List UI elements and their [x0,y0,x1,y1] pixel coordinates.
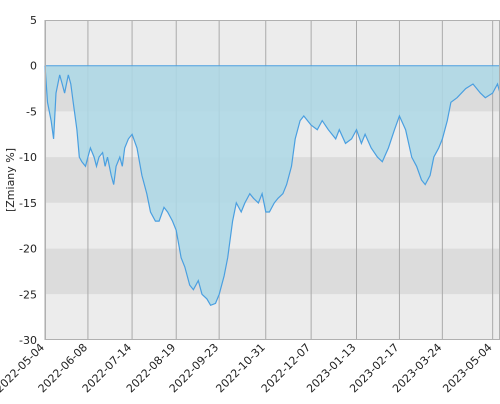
x-axis-ticks: 2022-05-042022-06-082022-07-142022-08-19… [0,341,495,395]
y-tick-label: -30 [19,334,37,347]
y-tick-label: -20 [19,243,37,256]
y-tick-label: -25 [19,288,37,301]
grid-band [45,248,500,295]
grid-band [45,20,500,66]
y-tick-label: 0 [30,60,37,73]
y-axis-ticks: 5 0 -5 -10 -15 -20 -25 -30 [19,14,37,347]
series-area [45,65,500,306]
series-line [44,65,500,307]
y-tick-label: -10 [19,151,37,164]
y-tick-label: -15 [19,197,37,210]
x-tick-label: 2023-05-04 [440,341,494,395]
grid-band [45,202,500,249]
y-tick-label: 5 [30,14,37,27]
grid-band [45,294,500,340]
y-tick-label: -5 [26,105,37,118]
y-axis-label: [Zmiany %] [4,148,17,212]
